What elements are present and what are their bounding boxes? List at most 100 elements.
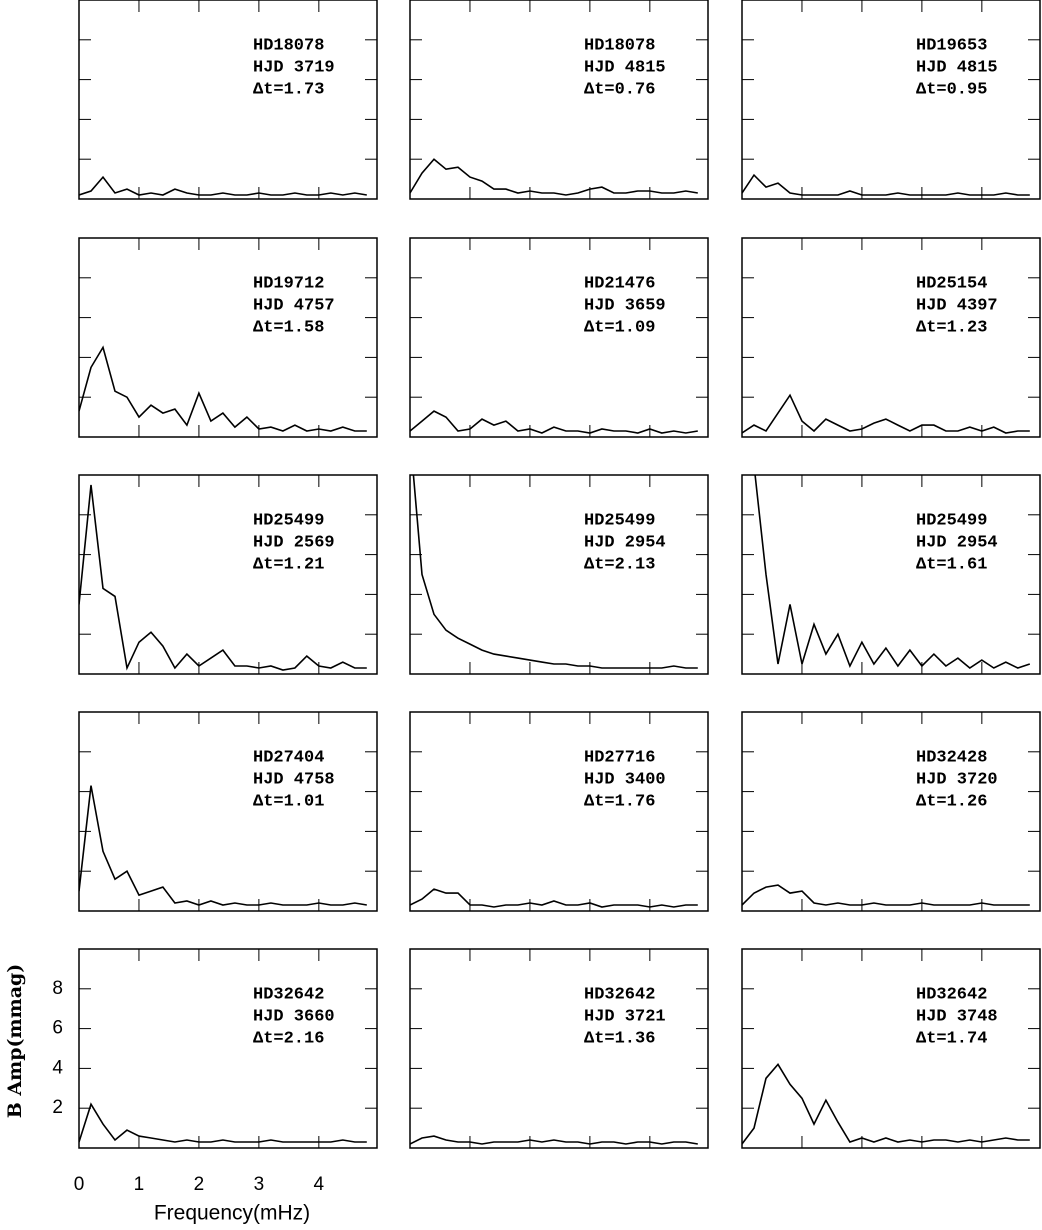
panel: HD32642 HJD 3721 Δt=1.36 — [409, 948, 709, 1149]
panel-label: HD25154 — [916, 274, 987, 293]
panel-label: HJD 4815 — [916, 58, 998, 77]
panel-label: HJD 3748 — [916, 1007, 998, 1026]
panel-label: HJD 2954 — [916, 533, 998, 552]
spectrum-line — [79, 1102, 367, 1143]
panel: HD19653 HJD 4815 Δt=0.95 — [741, 0, 1041, 200]
x-tick-label: 4 — [314, 1174, 325, 1195]
spectrum-line — [79, 484, 367, 671]
panel-label: HD25499 — [916, 511, 987, 530]
spectrum-line — [410, 888, 698, 908]
panel-label: HJD 4815 — [584, 58, 666, 77]
panel-label: HD32642 — [584, 985, 655, 1004]
panel-label: HJD 4757 — [253, 296, 335, 315]
panel-label: HD32428 — [916, 748, 987, 767]
x-tick-label: 3 — [254, 1174, 265, 1195]
panel-frame — [741, 0, 1041, 200]
y-tick-label: 2 — [52, 1097, 63, 1118]
panel: 0 1 2 3 4 2 4 6 8 HD32642 HJD 3660 Δt=2.16 Frequency… — [4, 948, 378, 1225]
panel-label: HD27716 — [584, 748, 655, 767]
panel-frame — [78, 237, 378, 438]
panel-frame — [409, 711, 709, 912]
panel-label: Δt=1.23 — [916, 318, 987, 337]
panel-label: Δt=1.73 — [253, 80, 324, 99]
panel-frame — [78, 474, 378, 675]
x-tick-label: 0 — [74, 1174, 85, 1195]
panel-label: Δt=1.01 — [253, 792, 324, 811]
panel-label: Δt=1.09 — [584, 318, 655, 337]
panel: HD21476 HJD 3659 Δt=1.09 — [409, 237, 709, 438]
panel-label: HJD 4397 — [916, 296, 998, 315]
spectrum-line — [79, 785, 367, 906]
panel-label: Δt=2.16 — [253, 1029, 324, 1048]
y-tick-label: 4 — [52, 1057, 63, 1078]
spectrum-line — [754, 475, 1031, 669]
panel-label: Δt=1.61 — [916, 555, 987, 574]
panel-label: HD19653 — [916, 36, 987, 55]
spectrum-line — [79, 175, 367, 196]
panel-label: HD25499 — [584, 511, 655, 530]
panel: HD25499 HJD 2954 Δt=2.13 — [409, 474, 709, 675]
panel-label: HD21476 — [584, 274, 655, 293]
spectrum-line — [410, 1135, 698, 1145]
panel: HD32642 HJD 3748 Δt=1.74 — [741, 948, 1041, 1149]
panel-label: HD25499 — [253, 511, 324, 530]
panel: HD27404 HJD 4758 Δt=1.01 — [78, 711, 378, 912]
y-tick-label: 6 — [52, 1018, 63, 1039]
panel-label: HD32642 — [916, 985, 987, 1004]
panel-label: HJD 4758 — [253, 770, 335, 789]
panel-frame — [741, 474, 1041, 675]
spectrum-line — [410, 158, 698, 196]
panel-label: HJD 2569 — [253, 533, 335, 552]
y-axis-label: B Amp(mmag) — [4, 964, 26, 1119]
panel-label: Δt=1.74 — [916, 1029, 987, 1048]
panel-frame — [741, 237, 1041, 438]
panel-label: Δt=1.21 — [253, 555, 324, 574]
panel-frame — [409, 0, 709, 200]
panel-label: HD18078 — [253, 36, 324, 55]
panel-frame — [741, 948, 1041, 1149]
panel-label: HJD 3660 — [253, 1007, 335, 1026]
y-tick-label: 8 — [52, 978, 63, 999]
panel-frame — [78, 0, 378, 200]
panel-label: HJD 3659 — [584, 296, 666, 315]
x-axis-label: Frequency(mHz) — [154, 1202, 310, 1225]
panel-label: HD27404 — [253, 748, 324, 767]
panel-label: HD18078 — [584, 36, 655, 55]
panel-frame — [741, 711, 1041, 912]
panel: HD18078 HJD 3719 Δt=1.73 — [78, 0, 378, 200]
panel-label: HJD 3720 — [916, 770, 998, 789]
panel: HD25499 HJD 2954 Δt=1.61 — [741, 474, 1041, 675]
panel-label: HJD 3400 — [584, 770, 666, 789]
panel: HD32428 HJD 3720 Δt=1.26 — [741, 711, 1041, 912]
panel: HD18078 HJD 4815 Δt=0.76 — [409, 0, 709, 200]
spectrum-line — [79, 345, 367, 432]
panel-frame — [409, 237, 709, 438]
panel: HD25499 HJD 2569 Δt=1.21 — [78, 474, 378, 675]
spectrum-line — [742, 884, 1030, 906]
panel-label: Δt=0.95 — [916, 80, 987, 99]
panel-label: HJD 2954 — [584, 533, 666, 552]
panel-frame — [409, 474, 709, 675]
panel: HD19712 HJD 4757 Δt=1.58 — [78, 237, 378, 438]
panel-label: Δt=2.13 — [584, 555, 655, 574]
spectrum-line — [742, 173, 1030, 196]
x-tick-label: 2 — [194, 1174, 205, 1195]
panel-label: HJD 3719 — [253, 58, 335, 77]
panel-label: Δt=1.36 — [584, 1029, 655, 1048]
spectrum-line — [412, 475, 698, 669]
panel-frame — [78, 711, 378, 912]
panel: HD27716 HJD 3400 Δt=1.76 — [409, 711, 709, 912]
panel-frame — [78, 948, 378, 1149]
panel-label: Δt=1.58 — [253, 318, 324, 337]
panel-label: Δt=0.76 — [584, 80, 655, 99]
x-tick-label: 1 — [134, 1174, 145, 1195]
panel-label: HD32642 — [253, 985, 324, 1004]
spectrum-line — [742, 393, 1030, 434]
spectrum-line — [410, 410, 698, 434]
panel-frame — [409, 948, 709, 1149]
panel-label: Δt=1.76 — [584, 792, 655, 811]
panel-label: HD19712 — [253, 274, 324, 293]
panel-label: Δt=1.26 — [916, 792, 987, 811]
